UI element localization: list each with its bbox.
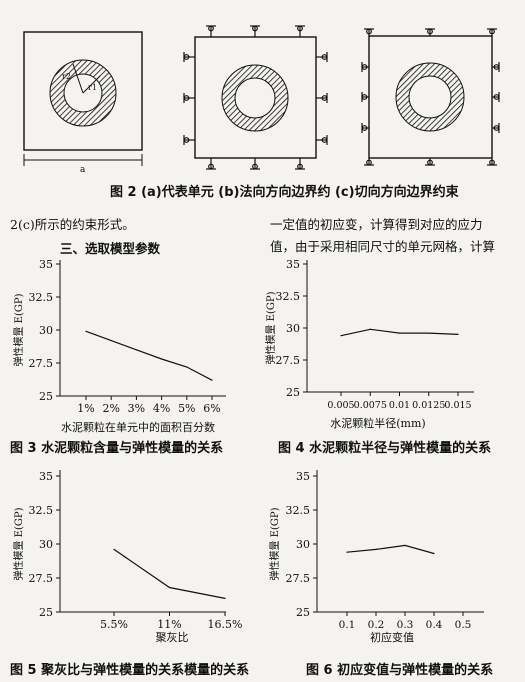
series-line xyxy=(85,330,213,381)
r2-label: r2 xyxy=(62,72,71,81)
y-axis-label: 弹性模量 E(GP) xyxy=(12,507,25,580)
x-tick-label: 6% xyxy=(203,402,220,415)
data-point xyxy=(224,597,226,599)
series-line xyxy=(113,548,226,599)
unit-cell-a: r2 r1 a xyxy=(23,31,143,175)
x-tick-label: 0.005 xyxy=(327,400,354,411)
data-point xyxy=(428,332,430,334)
data-point xyxy=(398,332,401,334)
y-tick-label: 27.5 xyxy=(286,572,311,585)
data-point xyxy=(433,552,435,555)
figure-4-caption: 图 4 水泥颗粒半径与弹性模量的关系 xyxy=(278,441,492,456)
series-line xyxy=(346,544,435,555)
x-axis-label: 初应变值 xyxy=(370,630,414,644)
y-tick-label: 30 xyxy=(296,538,310,551)
x-axis-label: 水泥颗粒半径(mm) xyxy=(330,416,425,430)
x-tick-label: 0.3 xyxy=(397,619,414,631)
figure-5-caption: 图 5 聚灰比与弹性模量的关系模量的关系 xyxy=(10,663,250,678)
unit-cell-c-tangential-constraint xyxy=(361,28,500,166)
x-tick-label: 0.2 xyxy=(368,619,385,631)
x-tick-label: 0.01 xyxy=(389,400,410,411)
y-tick-label: 32.5 xyxy=(276,290,301,303)
y-tick-label: 35 xyxy=(296,470,310,483)
x-tick-label: 5.5% xyxy=(100,618,128,631)
y-tick-label: 35 xyxy=(39,470,53,483)
figure-2-drawings: r2 r1 a xyxy=(23,25,500,175)
y-tick-label: 32.5 xyxy=(29,291,54,304)
data-point xyxy=(135,349,137,351)
y-tick-label: 30 xyxy=(286,322,300,335)
data-point xyxy=(110,339,112,342)
data-point xyxy=(369,328,371,330)
y-tick-label: 25 xyxy=(39,606,53,619)
unit-cell-b-normal-constraint xyxy=(183,25,328,170)
y-tick-label: 30 xyxy=(39,324,53,337)
y-axis-label: 弹性模量 E(GP) xyxy=(268,507,281,580)
data-point xyxy=(85,330,87,332)
section-heading: 三、选取模型参数 xyxy=(60,241,161,256)
x-tick-label: 0.1 xyxy=(339,619,356,631)
data-point xyxy=(186,366,188,368)
series-line xyxy=(340,328,459,337)
data-point xyxy=(375,548,377,551)
y-tick-label: 25 xyxy=(286,386,300,399)
x-tick-label: 0.0075 xyxy=(354,400,387,411)
r1-label: r1 xyxy=(88,83,97,92)
y-axis-label: 弹性模量 E(GP) xyxy=(264,291,277,364)
x-tick-label: 0.5 xyxy=(455,619,472,631)
right-text-line-2: 值，由于采用相同尺寸的单元网格，计算 xyxy=(270,239,496,254)
x-tick-label: 11% xyxy=(157,618,181,631)
figure-3-caption: 图 3 水泥颗粒含量与弹性模量的关系 xyxy=(10,441,224,456)
data-point xyxy=(340,335,342,337)
y-tick-label: 30 xyxy=(39,538,53,551)
figure-2-caption: 图 2 (a)代表单元 (b)法向方向边界约 (c)切向方向边界约束 xyxy=(110,185,459,200)
x-tick-label: 4% xyxy=(153,402,170,415)
y-tick-label: 25 xyxy=(39,390,53,403)
left-text-line: 2(c)所示的约束形式。 xyxy=(10,217,135,232)
x-tick-label: 5% xyxy=(178,402,195,415)
data-point xyxy=(168,586,171,589)
x-axis-label: 聚灰比 xyxy=(156,630,189,644)
chart-fig3: 35 32.5 30 27.5 25 弹性模量 E(GP) 1% 2% 3% 4% 5% 6% 水泥颗粒… xyxy=(12,258,226,434)
y-tick-label: 25 xyxy=(296,606,310,619)
data-point xyxy=(113,548,115,551)
x-tick-label: 16.5% xyxy=(208,618,243,631)
x-tick-label: 0.015 xyxy=(444,400,471,411)
y-tick-label: 35 xyxy=(39,258,53,271)
chart-fig6: 35 32.5 30 27.5 25 弹性模量 E(GP) 0.1 0.2 0.3 0.4 0.5 初… xyxy=(268,470,484,644)
y-tick-label: 27.5 xyxy=(276,354,301,367)
x-tick-label: 0.4 xyxy=(426,619,443,631)
chart-fig5: 35 32.5 30 27.5 25 弹性模量 E(GP) 5.5% 11% 16.5% 聚灰比 xyxy=(12,470,243,644)
x-tick-label: 2% xyxy=(102,402,119,415)
data-point xyxy=(211,379,213,381)
data-point xyxy=(346,551,348,553)
data-point xyxy=(161,358,163,360)
x-tick-label: 3% xyxy=(128,402,145,415)
y-tick-label: 35 xyxy=(286,258,300,271)
x-tick-label: 0.0125 xyxy=(412,400,445,411)
figure-6-caption: 图 6 初应变值与弹性模量的关系 xyxy=(306,663,494,678)
data-point xyxy=(404,544,406,546)
x-axis-label: 水泥颗粒在单元中的面积百分数 xyxy=(61,420,215,434)
y-tick-label: 27.5 xyxy=(29,572,54,585)
y-axis-label: 弹性模量 E(GP) xyxy=(12,293,25,366)
x-tick-label: 1% xyxy=(77,402,94,415)
right-text-line-1: 一定值的初应变，计算得到对应的应力 xyxy=(270,217,483,232)
y-tick-label: 32.5 xyxy=(286,504,311,517)
y-tick-label: 32.5 xyxy=(29,504,54,517)
dimension-a-label: a xyxy=(80,165,86,175)
data-point xyxy=(457,333,459,335)
y-tick-label: 27.5 xyxy=(29,357,54,370)
